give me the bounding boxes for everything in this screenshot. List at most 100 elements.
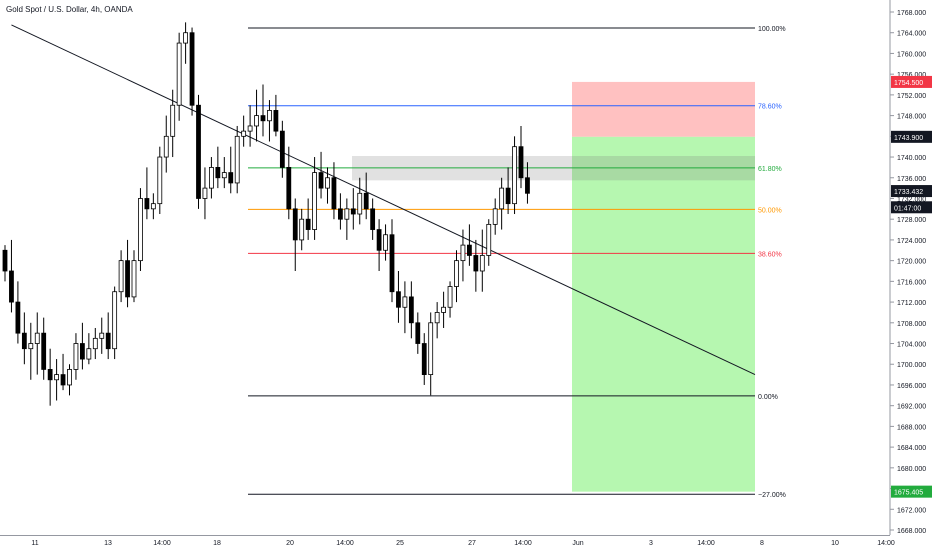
fib-level-label: 78.60%: [758, 104, 782, 111]
candle-body: [505, 187, 511, 205]
candle: [408, 281, 414, 339]
candle: [73, 333, 79, 380]
candle: [105, 312, 111, 360]
price-tick-label: 1700.000: [897, 362, 926, 369]
candle-body: [428, 322, 434, 375]
candle-body: [499, 187, 505, 210]
candle: [318, 151, 324, 199]
candle-body: [105, 332, 111, 350]
price-tick-label: 1764.000: [897, 31, 926, 38]
candle-body: [363, 192, 369, 210]
candle: [363, 172, 369, 220]
candle: [441, 291, 447, 328]
time-tick-label: 20: [286, 540, 294, 547]
candle-body: [241, 130, 247, 137]
candle: [428, 312, 434, 396]
candle: [234, 125, 240, 194]
candle-body: [486, 223, 492, 256]
candle-body: [434, 312, 440, 324]
candle-body: [183, 32, 189, 44]
candle: [176, 32, 182, 121]
price-labels: 1754.500 1743.900 1733.432 01:47:00 1675.405: [891, 75, 932, 498]
time-tick-label: 13: [104, 540, 112, 547]
candle-body: [234, 135, 240, 184]
price-tick-label: 1728.000: [897, 217, 926, 224]
price-tick-label: 1736.000: [897, 176, 926, 183]
candle: [344, 198, 350, 240]
price-label-bg: [891, 75, 932, 88]
candle: [189, 27, 195, 116]
candle-body: [202, 187, 208, 199]
candle: [28, 322, 34, 380]
price-tick-label: 1748.000: [897, 114, 926, 121]
candle: [54, 359, 59, 401]
candle-body: [73, 343, 79, 370]
candle-body: [299, 218, 305, 241]
candle-body: [163, 135, 169, 158]
candle: [202, 167, 208, 220]
candle-body: [138, 198, 143, 262]
candle: [357, 177, 363, 225]
candle-body: [67, 369, 72, 386]
candle: [389, 219, 395, 303]
candle-body: [118, 260, 124, 293]
candle-body: [318, 172, 324, 189]
candle: [518, 125, 524, 189]
candle-body: [518, 146, 524, 179]
fib-level-label: −27.00%: [758, 492, 786, 499]
stop-loss-zone: [572, 81, 755, 137]
price-tick-label: 1716.000: [897, 279, 926, 286]
candle: [67, 364, 72, 396]
candle: [292, 198, 298, 271]
price-tick-label: 1668.000: [897, 528, 926, 535]
candle-body: [34, 332, 40, 344]
price-label-text: 1733.432: [894, 189, 923, 196]
candle-body: [305, 218, 311, 230]
candle: [241, 115, 247, 147]
candle-body: [54, 374, 59, 381]
time-tick-label: 27: [468, 540, 476, 547]
price-label-text: 1743.900: [894, 135, 923, 142]
candle-body: [441, 306, 447, 313]
candle: [254, 89, 259, 142]
candle: [15, 281, 21, 344]
candle: [454, 250, 459, 303]
candle: [150, 193, 156, 220]
candle: [86, 333, 92, 365]
fib-level-label: 50.00%: [758, 207, 782, 214]
candle: [434, 302, 440, 339]
candle: [447, 281, 453, 318]
candle: [337, 193, 343, 230]
take-profit-zone: [572, 136, 755, 492]
candle-body: [28, 343, 34, 350]
candle: [421, 333, 427, 385]
candle: [505, 167, 511, 215]
candle-body: [415, 322, 421, 344]
price-tick-label: 1752.000: [897, 93, 926, 100]
candle-body: [196, 104, 201, 199]
candle-body: [357, 192, 363, 215]
candle-body: [157, 156, 163, 205]
candle-body: [170, 104, 176, 137]
candle: [286, 146, 292, 220]
price-tick-label: 1688.000: [897, 424, 926, 431]
candle-body: [292, 208, 298, 241]
price-tick-label: 1760.000: [897, 51, 926, 58]
candle-body: [408, 296, 414, 324]
price-tick-label: 1768.000: [897, 10, 926, 17]
candle-body: [492, 208, 498, 225]
candle: [325, 167, 330, 204]
price-axis: 1668.0001672.0001676.0001680.0001684.000…: [889, 0, 926, 535]
price-tick-label: 1740.000: [897, 155, 926, 162]
candle: [144, 167, 150, 220]
price-tick-label: 1724.000: [897, 238, 926, 245]
candle: [221, 157, 227, 189]
candle-body: [286, 166, 292, 210]
candle: [228, 146, 234, 194]
time-tick-label: 14:00: [514, 540, 532, 547]
fib-level-label: 0.00%: [758, 394, 778, 401]
price-label-bg: [891, 185, 932, 198]
candle: [2, 245, 8, 282]
candle-body: [512, 146, 517, 205]
